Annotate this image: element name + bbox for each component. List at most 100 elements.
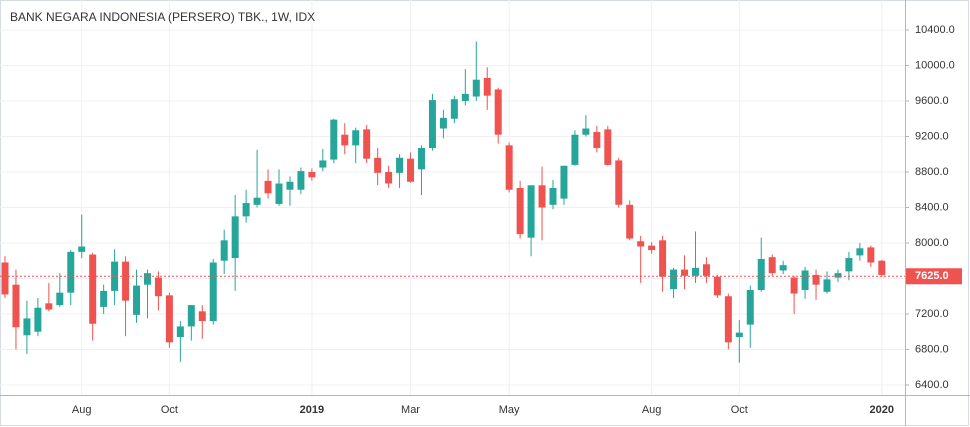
x-tick-label: Mar: [401, 404, 420, 416]
candle-body: [264, 180, 272, 194]
candle-body: [407, 158, 415, 182]
candle-body: [1, 262, 9, 295]
candle-body: [615, 160, 623, 205]
candle-body: [494, 89, 502, 135]
y-tick-label: 10000.0: [915, 59, 955, 71]
candle-body: [582, 128, 590, 135]
candle-body: [790, 277, 798, 294]
candle-body: [89, 254, 97, 324]
candle-body: [637, 241, 645, 247]
y-tick-label: 10400.0: [915, 24, 955, 36]
candle-body: [417, 148, 425, 170]
x-tick-label: Aug: [642, 404, 662, 416]
candle-body: [198, 311, 206, 322]
candle-body: [34, 307, 42, 332]
x-tick-label: 2019: [300, 404, 324, 416]
candle-body: [461, 93, 469, 101]
last-price-label: 7625.0: [915, 270, 949, 282]
y-tick-label: 6800.0: [915, 343, 949, 355]
candle-body: [713, 276, 721, 296]
candle-body: [231, 216, 239, 259]
candle-body: [56, 292, 64, 306]
x-tick-label: Oct: [161, 404, 178, 416]
last-price-tag: [906, 268, 962, 285]
candle-body: [286, 181, 294, 190]
candle-body: [111, 261, 119, 291]
candle-body: [154, 277, 162, 297]
candle-body: [45, 303, 53, 310]
candle-body: [670, 269, 678, 290]
candle-body: [428, 100, 436, 149]
candle-body: [823, 279, 831, 292]
candle-body: [505, 145, 513, 190]
candle-body: [242, 203, 250, 217]
candle-body: [812, 274, 820, 285]
candle-body: [122, 261, 130, 301]
candle-body: [527, 185, 535, 238]
candle-body: [856, 248, 864, 256]
candle-body: [571, 134, 579, 165]
candle-body: [735, 332, 743, 338]
y-tick-label: 6400.0: [915, 379, 949, 391]
candle-body: [341, 134, 349, 146]
y-tick-label: 8400.0: [915, 201, 949, 213]
candle-body: [176, 326, 184, 338]
y-tick-label: 8000.0: [915, 237, 949, 249]
candle-body: [450, 99, 458, 119]
candle-body: [681, 269, 689, 276]
candle-body: [187, 305, 195, 327]
candle-body: [374, 157, 382, 173]
x-tick-label: 2020: [870, 404, 894, 416]
candle-body: [604, 129, 612, 165]
candle-body: [165, 295, 173, 343]
candle-body: [702, 264, 710, 276]
candle-body: [100, 290, 108, 307]
candle-body: [659, 240, 667, 277]
candle-body: [308, 171, 316, 178]
candle-body: [275, 183, 283, 204]
candle-body: [363, 129, 371, 159]
candle-body: [549, 187, 557, 205]
candle-body: [779, 265, 787, 271]
candle-body: [834, 273, 842, 278]
candle-body: [319, 160, 327, 168]
candle-body: [143, 273, 151, 285]
candle-body: [472, 79, 480, 97]
candle-body: [593, 132, 601, 149]
candle-body: [209, 262, 217, 322]
candle-body: [845, 258, 853, 272]
candle-body: [560, 165, 568, 199]
candle-body: [67, 251, 75, 293]
candle-body: [297, 171, 305, 190]
candle-body: [867, 247, 875, 263]
candle-body: [253, 197, 261, 205]
chart-title: BANK NEGARA INDONESIA (PERSERO) TBK., 1W…: [10, 10, 315, 24]
candle-body: [648, 245, 656, 251]
candle-body: [330, 119, 338, 160]
y-tick-label: 9600.0: [915, 95, 949, 107]
candle-body: [352, 130, 360, 146]
candle-body: [746, 290, 754, 325]
candle-body: [133, 285, 141, 315]
candle-body: [483, 77, 491, 96]
candle-body: [768, 257, 776, 274]
candle-body: [626, 204, 634, 239]
y-tick-label: 9200.0: [915, 130, 949, 142]
candle-body: [78, 246, 86, 252]
candle-body: [691, 267, 699, 276]
candle-body: [878, 260, 886, 275]
candle-body: [220, 240, 228, 261]
candle-body: [757, 258, 765, 291]
x-tick-label: May: [499, 404, 520, 416]
x-tick-label: Oct: [731, 404, 748, 416]
candle-body: [23, 318, 31, 336]
candle-body: [396, 157, 404, 173]
candle-body: [439, 117, 447, 129]
y-tick-label: 8800.0: [915, 166, 949, 178]
x-tick-label: Aug: [72, 404, 92, 416]
candle-body: [538, 185, 546, 208]
candle-body: [516, 187, 524, 235]
y-tick-label: 7200.0: [915, 308, 949, 320]
